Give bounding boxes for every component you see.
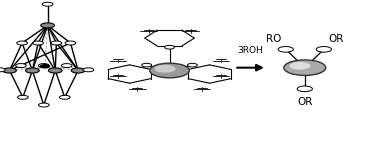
Circle shape (142, 63, 152, 67)
Circle shape (154, 65, 176, 73)
Text: 3ROH: 3ROH (238, 46, 263, 55)
Text: OR: OR (328, 35, 344, 44)
Circle shape (297, 86, 312, 92)
Circle shape (18, 95, 28, 99)
Circle shape (48, 68, 62, 73)
Circle shape (290, 62, 311, 70)
Text: OR: OR (297, 97, 312, 106)
Circle shape (40, 65, 50, 68)
Circle shape (71, 68, 85, 73)
Circle shape (59, 95, 70, 99)
Circle shape (3, 68, 16, 73)
Circle shape (0, 68, 5, 72)
Circle shape (65, 41, 76, 45)
Circle shape (38, 103, 49, 107)
Text: RO: RO (266, 35, 281, 44)
Circle shape (150, 63, 189, 78)
Circle shape (83, 68, 94, 72)
Circle shape (38, 64, 49, 68)
Circle shape (278, 47, 293, 52)
Circle shape (42, 2, 53, 6)
Circle shape (16, 64, 26, 68)
Circle shape (17, 41, 27, 45)
Circle shape (165, 45, 174, 49)
Circle shape (316, 47, 331, 52)
Circle shape (51, 41, 62, 45)
Circle shape (187, 63, 197, 67)
Circle shape (41, 23, 54, 28)
Circle shape (33, 41, 43, 45)
Circle shape (61, 64, 72, 68)
Circle shape (26, 68, 39, 73)
Circle shape (284, 60, 326, 75)
